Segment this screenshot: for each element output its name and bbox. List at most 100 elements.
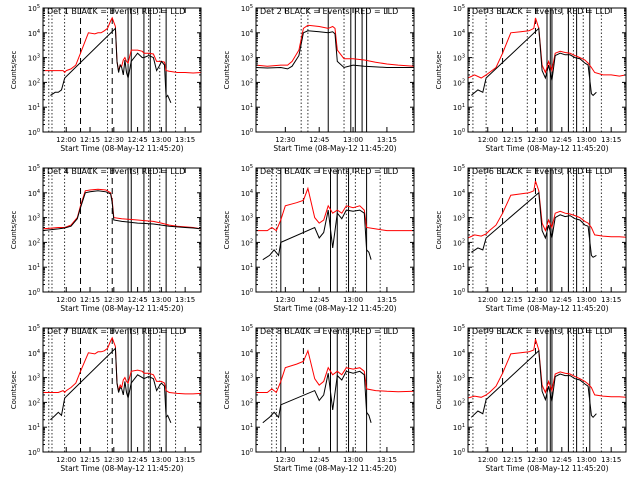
x-axis-label: Start Time (08-May-12 11:45:20) <box>60 304 183 313</box>
y-tick-label: 100 <box>453 448 465 457</box>
y-tick-label: 100 <box>28 288 40 297</box>
x-tick-label: 13:15 <box>601 136 621 144</box>
y-tick-label: 100 <box>453 128 465 137</box>
x-tick-label: 13:00 <box>151 296 171 304</box>
x-tick-label: 12:00 <box>56 456 76 464</box>
marker-lines <box>271 328 381 452</box>
y-axis-label: Counts/sec <box>10 51 18 90</box>
y-tick-label: 104 <box>241 29 253 38</box>
y-tick-label: 103 <box>453 214 465 223</box>
panel-9: Det 9 BLACK = Events, RED = LLD 100 101 102… <box>435 324 627 473</box>
y-tick-label: 105 <box>28 324 40 333</box>
x-tick-label: 12:45 <box>552 136 572 144</box>
plot-frame <box>255 167 415 293</box>
panel-5: Det 5 BLACK = Events, RED = LLD 100 101 102… <box>223 164 415 313</box>
y-tick-label: 105 <box>28 4 40 13</box>
y-tick-label: 102 <box>28 398 40 407</box>
x-axis-label: Start Time (08-May-12 11:45:20) <box>273 144 396 153</box>
series-line-lld <box>255 24 415 67</box>
y-tick-label: 103 <box>453 54 465 63</box>
y-tick-label: 104 <box>241 349 253 358</box>
y-axis-label: Counts/sec <box>435 51 443 90</box>
y-tick-label: 105 <box>453 324 465 333</box>
x-tick-label: 12:30 <box>527 136 547 144</box>
series-line-events <box>50 27 172 103</box>
series-line-lld <box>467 339 627 399</box>
x-tick-label: 12:30 <box>527 296 547 304</box>
series-line-events <box>470 27 597 97</box>
plot-frame <box>255 327 415 453</box>
x-tick-label: 13:00 <box>343 136 363 144</box>
x-tick-label: 12:15 <box>80 136 100 144</box>
series-line-events <box>471 191 597 258</box>
series-line-lld <box>467 17 627 79</box>
y-tick-label: 102 <box>241 78 253 87</box>
y-tick-label: 100 <box>241 288 253 297</box>
plot-frame <box>467 7 627 133</box>
y-tick-label: 103 <box>241 214 253 223</box>
panel-8: Det 8 BLACK = Events, RED = LLD 100 101 102… <box>223 324 415 473</box>
y-tick-label: 102 <box>241 398 253 407</box>
y-tick-label: 103 <box>241 54 253 63</box>
marker-lines <box>48 168 177 292</box>
x-tick-label: 13:15 <box>377 456 397 464</box>
y-tick-label: 102 <box>453 398 465 407</box>
x-tick-label: 12:45 <box>309 296 329 304</box>
series-line-events <box>255 30 414 70</box>
plot-frame <box>42 327 202 453</box>
panel-title: Det 2 BLACK = Events, RED = LLD <box>260 7 398 16</box>
marker-lines <box>300 8 368 132</box>
panel-6: Det 6 BLACK = Events, RED = LLD 100 101 102… <box>435 164 627 313</box>
x-axis-label: Start Time (08-May-12 11:45:20) <box>485 304 608 313</box>
x-tick-label: 12:00 <box>56 136 76 144</box>
x-tick-label: 12:00 <box>478 296 498 304</box>
x-tick-label: 12:30 <box>275 296 295 304</box>
x-tick-label: 13:15 <box>175 136 195 144</box>
y-tick-label: 102 <box>453 78 465 87</box>
x-axis-label: Start Time (08-May-12 11:45:20) <box>273 464 396 473</box>
x-tick-label: 12:30 <box>104 136 124 144</box>
y-tick-label: 101 <box>28 103 40 112</box>
y-tick-label: 103 <box>28 214 40 223</box>
y-axis-label: Counts/sec <box>10 371 18 410</box>
y-tick-label: 103 <box>241 374 253 383</box>
y-tick-label: 100 <box>241 448 253 457</box>
panel-4: Det 4 BLACK = Events, RED = LLD 100 101 102… <box>10 164 202 313</box>
y-tick-label: 104 <box>453 189 465 198</box>
y-tick-label: 103 <box>453 374 465 383</box>
marker-lines <box>48 8 177 132</box>
x-tick-label: 12:45 <box>127 136 147 144</box>
panel-title: Det 7 BLACK = Events, RED = LLD <box>47 327 185 336</box>
panel-7: Det 7 BLACK = Events, RED = LLD 100 101 102… <box>10 324 202 473</box>
panel-3: Det 3 BLACK = Events, RED = LLD 100 101 102… <box>435 4 627 153</box>
y-tick-label: 105 <box>241 4 253 13</box>
x-tick-label: 12:30 <box>104 296 124 304</box>
series-line-lld <box>42 16 202 74</box>
x-tick-label: 13:00 <box>576 456 596 464</box>
y-tick-label: 102 <box>28 78 40 87</box>
x-tick-label: 12:15 <box>80 296 100 304</box>
y-axis-label: Counts/sec <box>10 211 18 250</box>
y-tick-label: 105 <box>453 164 465 173</box>
x-tick-label: 12:30 <box>275 136 295 144</box>
x-tick-label: 13:15 <box>175 296 195 304</box>
series-line-lld <box>256 186 414 232</box>
panel-title: Det 6 BLACK = Events, RED = LLD <box>472 167 610 176</box>
series-line-lld <box>467 180 627 239</box>
y-tick-label: 104 <box>28 349 40 358</box>
y-tick-label: 101 <box>453 423 465 432</box>
series-line-events <box>262 209 372 261</box>
series-line-lld <box>256 349 415 394</box>
y-axis-label: Counts/sec <box>435 371 443 410</box>
x-tick-label: 12:45 <box>127 296 147 304</box>
x-tick-label: 13:15 <box>175 456 195 464</box>
x-tick-label: 12:30 <box>275 456 295 464</box>
panel-title: Det 4 BLACK = Events, RED = LLD <box>47 167 185 176</box>
y-axis-label: Counts/sec <box>435 211 443 250</box>
x-tick-label: 12:30 <box>104 456 124 464</box>
x-tick-label: 12:45 <box>127 456 147 464</box>
x-axis-label: Start Time (08-May-12 11:45:20) <box>485 144 608 153</box>
y-tick-label: 101 <box>453 263 465 272</box>
x-tick-label: 12:45 <box>309 136 329 144</box>
y-tick-label: 104 <box>453 349 465 358</box>
